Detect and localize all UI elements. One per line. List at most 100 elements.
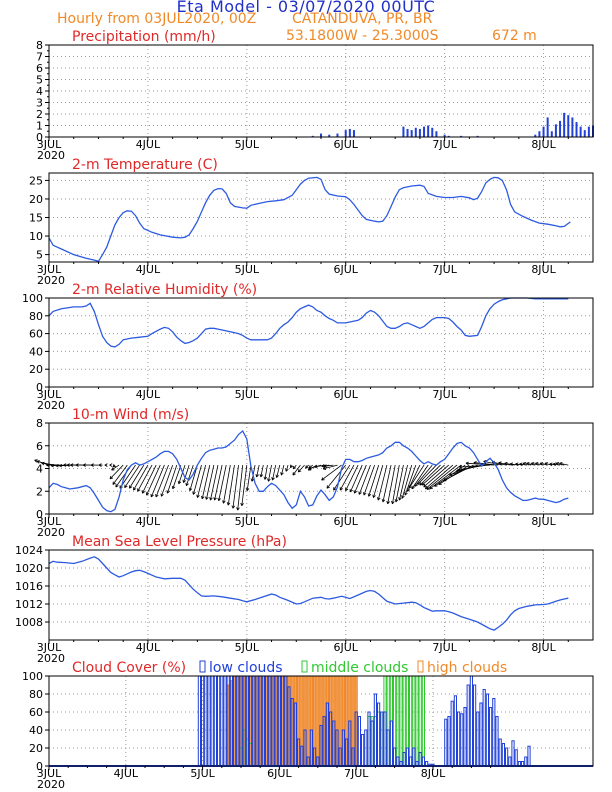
wind-arrow-head (90, 463, 94, 467)
x-tick-label: 3JUL (37, 515, 62, 528)
legend-swatch-2 (417, 660, 424, 673)
y-tick-label: 60 (29, 706, 43, 719)
precip-bar (546, 117, 549, 137)
x-tick-label: 7JUL (432, 641, 457, 654)
wind-arrow (404, 464, 417, 496)
wind-arrow-head (171, 485, 176, 490)
low-cloud-bar (453, 695, 457, 767)
series-line-rh (48, 297, 569, 348)
panel-rh: 2-m Relative Humidity (%) 0 20 40 60 80 100 3JU… (22, 282, 594, 412)
wind-arrow (473, 462, 499, 466)
precip-bar (476, 135, 479, 137)
wind-arrow-head (339, 487, 343, 491)
wind-arrow-head (50, 463, 54, 468)
low-cloud-bar (204, 675, 208, 767)
y-tick-label: 10 (29, 230, 43, 243)
wind-arrow-head (526, 461, 530, 466)
wind-arrow-head (201, 495, 205, 500)
series-line-mslp (48, 556, 569, 631)
low-cloud-bar (367, 711, 371, 767)
precip-bar (311, 135, 314, 137)
y-tick-label: 40 (29, 345, 43, 358)
wind-arrow (129, 464, 145, 489)
precip-bar (443, 134, 446, 137)
wind-arrow (210, 465, 219, 501)
precip-bar (431, 127, 434, 137)
wind-arrow-head (150, 493, 154, 498)
wind-arrow (354, 464, 367, 494)
x-tick-label: 5JUL (235, 138, 260, 151)
low-cloud-bar (405, 747, 409, 767)
precip-bar (583, 130, 586, 137)
wind-arrow-head (70, 463, 74, 467)
x-year-label: 2020 (37, 778, 65, 791)
wind-arrow-head (401, 495, 405, 499)
wind-arrow (425, 464, 454, 490)
precip-bar (402, 126, 405, 137)
wind-arrow (395, 465, 404, 503)
panel-wind: 10-m Wind (m/s) 0 2 4 6 8 3JUL 4JUL 5JUL 6JUL 7JUL… (34, 407, 594, 539)
low-cloud-bar (460, 713, 464, 767)
precip-bar (423, 126, 426, 137)
low-cloud-bar (421, 756, 425, 767)
panel-title-wind: 10-m Wind (m/s) (72, 407, 189, 423)
wind-arrow-head (155, 493, 159, 498)
x-tick-label: 4JUL (136, 515, 161, 528)
low-cloud-bar (402, 752, 406, 767)
x-tick-label: 4JUL (136, 263, 161, 276)
wind-arrow-head (326, 485, 330, 489)
x-tick-label: 5JUL (190, 767, 215, 780)
x-tick-label: 7JUL (432, 138, 457, 151)
low-cloud-bar (505, 747, 509, 767)
y-tick-label: 0 (36, 508, 43, 521)
y-tick-label: 20 (29, 363, 43, 376)
wind-arrow-head (133, 487, 137, 491)
x-tick-label: 8JUL (531, 138, 556, 151)
y-tick-label: 80 (29, 688, 43, 701)
wind-arrow (526, 462, 536, 466)
precip-bar (336, 133, 339, 137)
legend-label-1: middle clouds (311, 660, 408, 676)
wind-arrow-head (59, 463, 63, 468)
y-tick-label: 0 (36, 131, 43, 144)
x-tick-label: 3JUL (37, 138, 62, 151)
x-tick-label: 6JUL (334, 263, 359, 276)
wind-arrow-head (549, 462, 553, 467)
wind-arrow (205, 465, 215, 500)
panel-frame (48, 675, 594, 767)
wind-arrow (166, 464, 178, 494)
wind-arrow-head (213, 497, 217, 501)
wind-arrow-head (236, 507, 240, 511)
wind-arrow-head (297, 468, 302, 473)
wind-arrow (178, 464, 186, 484)
wind-arrow (232, 465, 239, 509)
x-tick-label: 5JUL (235, 388, 260, 401)
wind-arrow-head (438, 481, 442, 485)
x-tick-label: 8JUL (531, 263, 556, 276)
wind-arrow-head (75, 463, 79, 467)
wind-arrow-head (321, 464, 325, 468)
wind-arrow (268, 465, 272, 482)
x-tick-label: 6JUL (334, 515, 359, 528)
wind-arrow (256, 465, 260, 478)
wind-arrow (155, 464, 169, 498)
wind-arrow (146, 464, 161, 496)
wind-arrow (411, 464, 429, 490)
panel-title-temp: 2-m Temperature (C) (72, 157, 218, 173)
low-cloud-bar (217, 675, 221, 767)
wind-arrow (421, 464, 445, 486)
wind-arrow-head (394, 499, 399, 503)
y-tick-label: 1012 (15, 598, 43, 611)
low-cloud-bar (213, 675, 218, 767)
wind-arrow-head (166, 490, 170, 494)
wind-arrow-head (349, 488, 353, 493)
series-line-temp (48, 176, 571, 263)
wind-arrow-head (115, 483, 119, 488)
wind-arrow-head (292, 472, 296, 476)
wind-arrow-head (128, 485, 133, 489)
wind-arrow (326, 464, 347, 489)
wind-arrow-head (109, 475, 114, 480)
wind-arrow (519, 463, 528, 466)
elevation-label: 672 m (492, 28, 537, 44)
